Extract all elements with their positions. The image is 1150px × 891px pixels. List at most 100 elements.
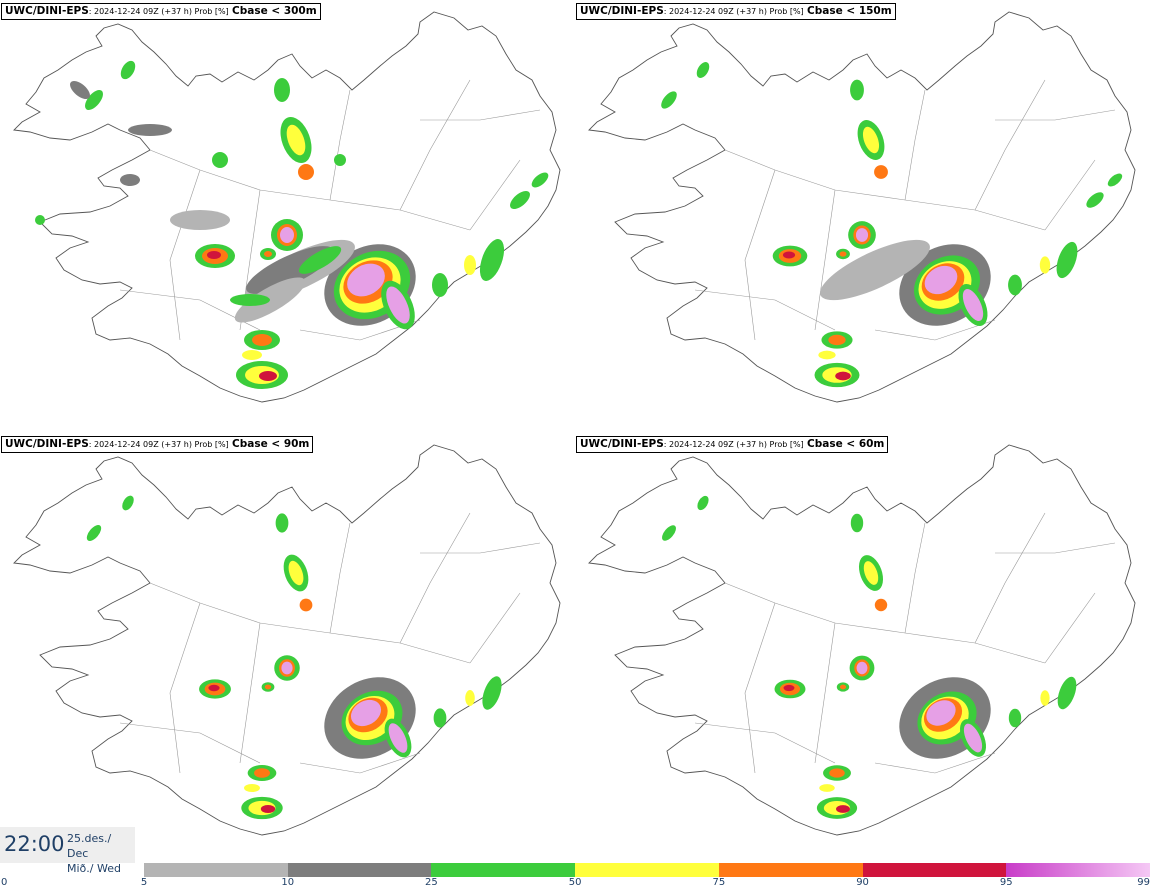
probability-area [242, 350, 262, 360]
probability-area [264, 251, 272, 257]
probability-area [207, 251, 221, 259]
panel-header: UWC/DINI-EPS: 2024-12-24 09Z (+37 h) Pro… [576, 436, 889, 453]
iceland-probability-map [588, 11, 1136, 403]
colorbar-bin [718, 863, 864, 877]
probability-area [1040, 690, 1050, 706]
probability-area [783, 684, 795, 692]
valid-weekday-line: Mið./ Wed [67, 862, 121, 875]
coastline [13, 444, 561, 836]
probability-area [260, 805, 276, 813]
probability-area [820, 239, 930, 301]
colorbar-tick-label: 5 [140, 877, 148, 888]
probability-area [35, 215, 45, 225]
probability-area [482, 676, 502, 710]
probability-area [128, 124, 172, 136]
region-boundary [744, 602, 776, 774]
probability-area [863, 561, 879, 585]
probability-area [347, 263, 385, 297]
region-boundary [694, 722, 836, 764]
probability-area [829, 768, 845, 778]
probability-area [839, 684, 847, 690]
probability-area [855, 228, 869, 242]
probability-area [479, 239, 505, 281]
panel-header: UWC/DINI-EPS: 2024-12-24 09Z (+37 h) Pro… [576, 3, 896, 20]
probability-area [334, 154, 346, 166]
probability-area [298, 164, 314, 180]
probability-area [835, 371, 851, 381]
region-boundary [420, 109, 541, 121]
probability-area [280, 227, 294, 243]
colorbar-bin [862, 863, 1007, 877]
colorbar-bin [287, 863, 432, 877]
probability-area [254, 768, 270, 778]
probability-area [836, 805, 850, 813]
map-panel-cbase-150: UWC/DINI-EPS: 2024-12-24 09Z (+37 h) Pro… [575, 0, 1149, 433]
region-boundary [119, 722, 261, 764]
region-boundary [904, 522, 926, 634]
probability-area [862, 126, 880, 154]
probability-area [924, 265, 958, 295]
probability-area [782, 251, 796, 259]
region-boundary [1044, 592, 1096, 664]
region-boundary [399, 79, 471, 211]
probability-area [299, 598, 313, 612]
probability-area [208, 684, 220, 692]
colorbar-bin [1006, 863, 1150, 877]
probability-area [856, 661, 868, 675]
region-boundary [995, 542, 1116, 554]
probability-area [170, 210, 230, 230]
probability-area [122, 495, 134, 511]
region-boundary [169, 169, 201, 341]
region-boundary [169, 602, 201, 774]
region-boundary [724, 582, 1046, 664]
region-boundary [694, 289, 836, 331]
region-boundary [329, 89, 351, 201]
probability-area [70, 81, 90, 99]
probability-area [288, 560, 304, 586]
probability-area [1107, 173, 1123, 187]
probability-area [465, 690, 475, 706]
colorbar-tick-label: 90 [856, 877, 869, 888]
probability-area [244, 784, 260, 792]
region-boundary [974, 512, 1046, 644]
map-panel-cbase-60: UWC/DINI-EPS: 2024-12-24 09Z (+37 h) Pro… [575, 433, 1149, 866]
probability-area [819, 784, 835, 792]
region-boundary [469, 159, 521, 231]
panel-header: UWC/DINI-EPS: 2024-12-24 09Z (+37 h) Pro… [1, 3, 321, 20]
map-panel-cbase-300: UWC/DINI-EPS: 2024-12-24 09Z (+37 h) Pro… [0, 0, 574, 433]
region-boundary [874, 752, 996, 774]
probability-area [264, 684, 272, 690]
probability-area [1086, 192, 1104, 208]
probability-area [1056, 241, 1078, 279]
probability-area [818, 350, 836, 360]
probability-area [1008, 274, 1022, 296]
probability-area [926, 700, 956, 726]
probability-area [252, 334, 272, 346]
colorbar-bin [431, 863, 576, 877]
region-boundary [239, 622, 261, 764]
probability-area [696, 62, 710, 78]
coastline [13, 11, 561, 403]
probability-area [388, 723, 408, 753]
probability-area [661, 91, 677, 109]
probability-area [212, 152, 228, 168]
probability-area [962, 288, 984, 322]
valid-time: 22:00 [4, 832, 65, 856]
colorbar-tick-label: 25 [425, 877, 438, 888]
probability-area [298, 246, 342, 274]
probability-area [120, 174, 140, 186]
region-boundary [904, 89, 926, 201]
probability-area [286, 124, 306, 156]
map-panel-cbase-90: UWC/DINI-EPS: 2024-12-24 09Z (+37 h) Pro… [0, 433, 574, 866]
probability-area [281, 661, 293, 675]
probability-area [386, 286, 410, 324]
probability-area [274, 78, 290, 102]
probability-area [86, 525, 102, 541]
region-boundary [149, 582, 471, 664]
valid-date-line: 25.des./ Dec [67, 832, 112, 860]
region-boundary [814, 622, 836, 764]
probability-area [1057, 676, 1077, 710]
probability-colorbar [144, 863, 1150, 877]
probability-area [828, 334, 846, 346]
region-boundary [814, 189, 836, 331]
